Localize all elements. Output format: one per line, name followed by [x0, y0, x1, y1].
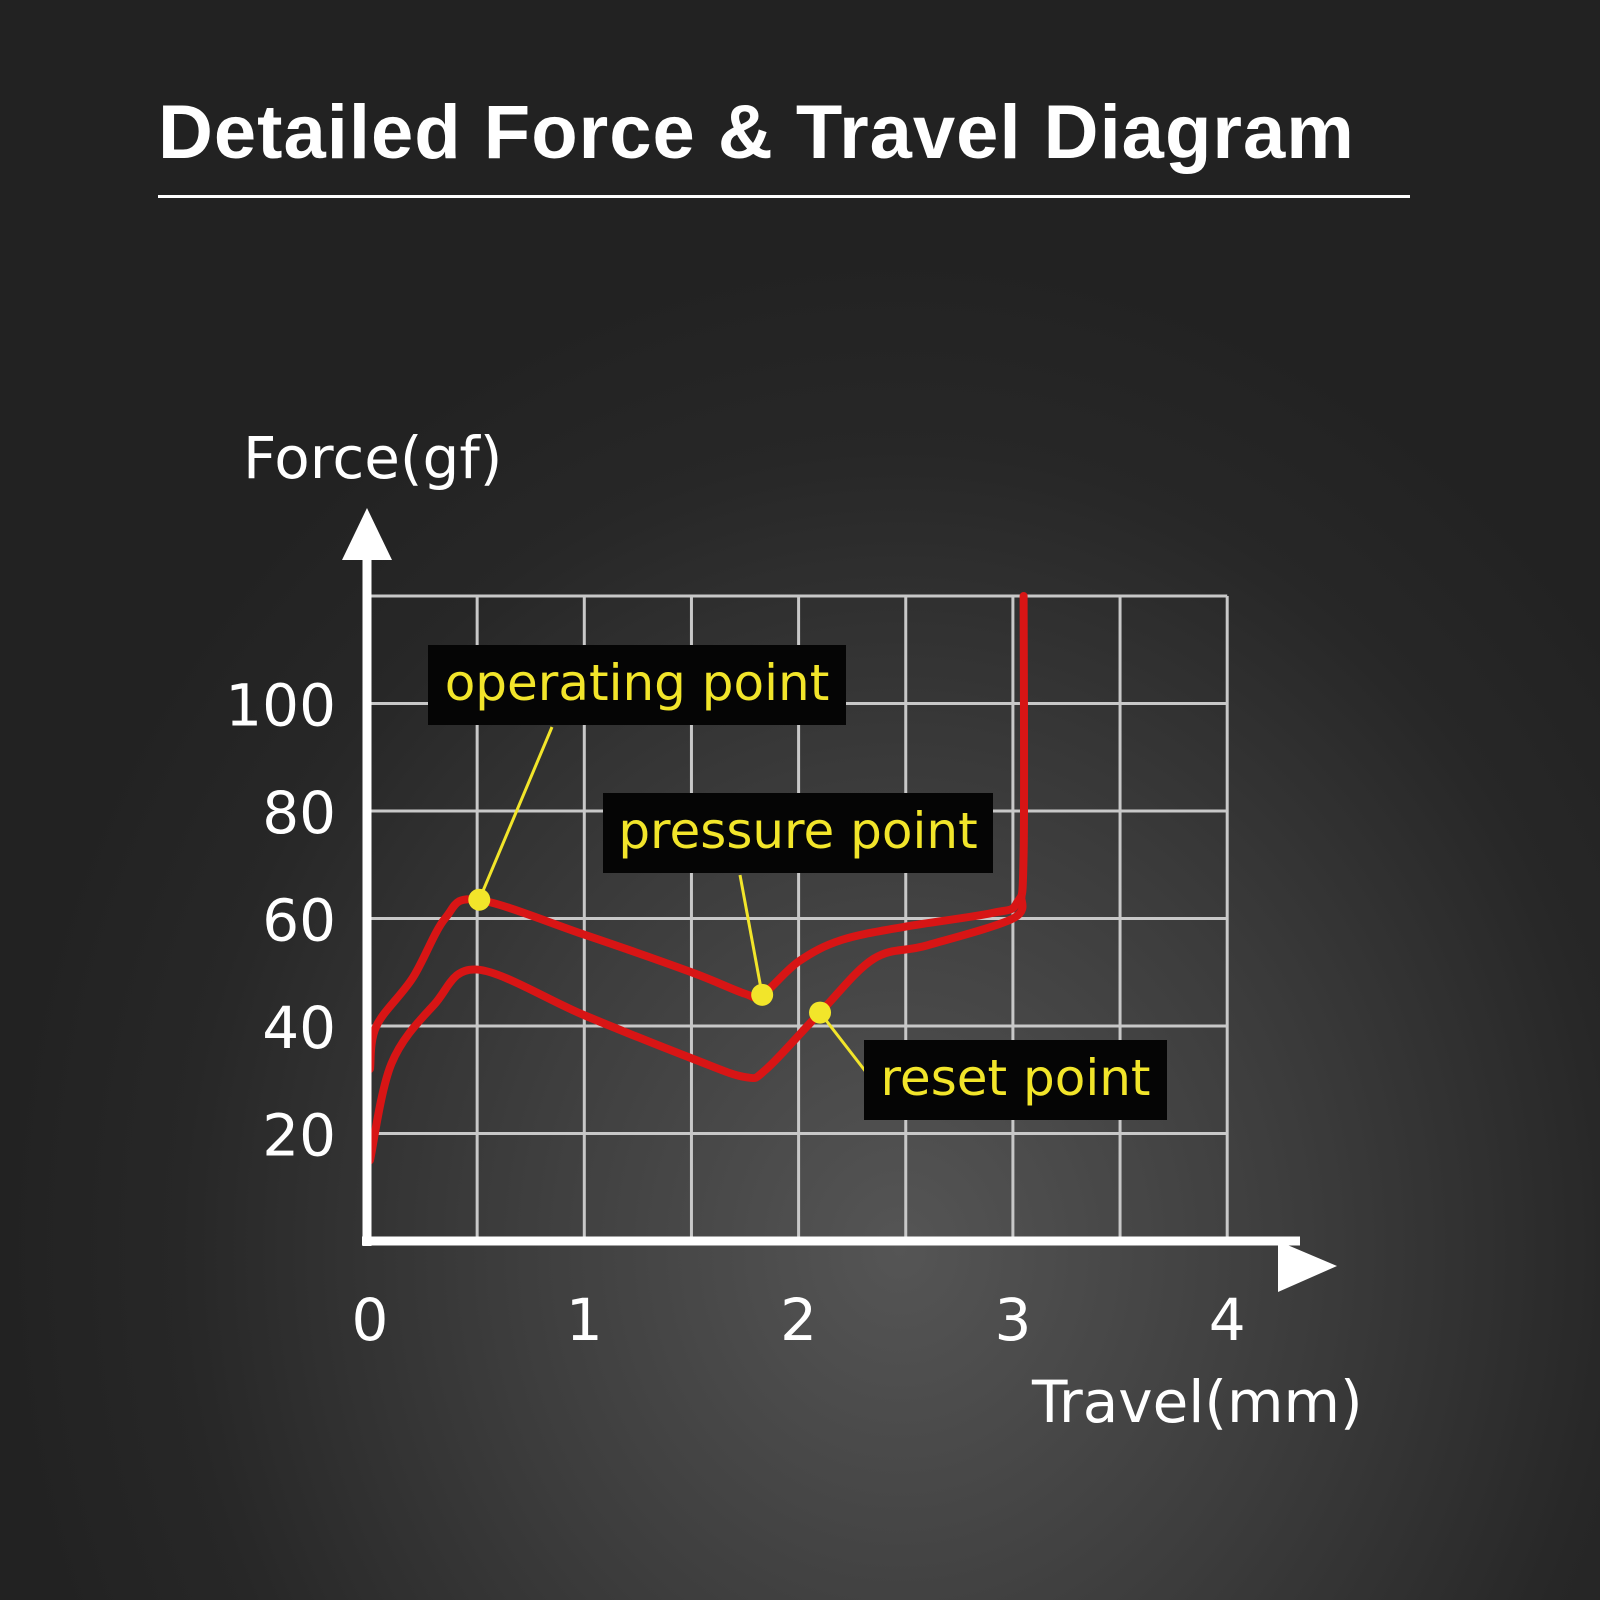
annotation-operating-point: operating point — [428, 645, 846, 911]
x-axis-label: Travel(mm) — [1031, 1368, 1363, 1436]
leader-line — [477, 726, 554, 901]
leader-line — [738, 874, 764, 996]
y-tick-label: 20 — [262, 1102, 336, 1170]
x-axis-arrow-icon — [1278, 1241, 1337, 1292]
y-axis-arrow-icon — [342, 508, 392, 560]
y-tick-label: 60 — [262, 887, 336, 955]
annotation-label: operating point — [445, 654, 830, 712]
annotation-label: reset point — [880, 1049, 1150, 1107]
annotation-pressure-point: pressure point — [603, 793, 993, 1006]
data-point-marker — [809, 1001, 832, 1024]
x-tick-label: 2 — [780, 1286, 817, 1354]
chart-title: Detailed Force & Travel Diagram — [158, 90, 1355, 175]
x-tick-label: 1 — [566, 1286, 603, 1354]
annotation-reset-point: reset point — [809, 1001, 1167, 1120]
y-tick-label: 100 — [225, 672, 336, 740]
annotation-label: pressure point — [618, 802, 977, 860]
y-tick-label: 40 — [262, 994, 336, 1062]
y-tick-label: 80 — [262, 779, 336, 847]
tick-labels: 0 1 2 3 4 20 40 60 80 100 — [225, 672, 1245, 1355]
label-box — [428, 645, 846, 725]
data-point-marker — [468, 888, 491, 911]
axes — [342, 508, 1337, 1292]
x-tick-label: 4 — [1209, 1286, 1246, 1354]
x-tick-label: 0 — [352, 1286, 389, 1354]
data-point-marker — [751, 983, 774, 1006]
x-tick-label: 3 — [994, 1286, 1031, 1354]
label-box — [864, 1040, 1167, 1120]
annotations: operating point pressure point reset point — [428, 645, 1167, 1120]
release-curve — [366, 893, 1027, 1165]
y-axis-label: Force(gf) — [243, 424, 502, 492]
leader-line — [818, 1011, 868, 1073]
label-box — [603, 793, 993, 873]
title-underline — [158, 195, 1410, 198]
